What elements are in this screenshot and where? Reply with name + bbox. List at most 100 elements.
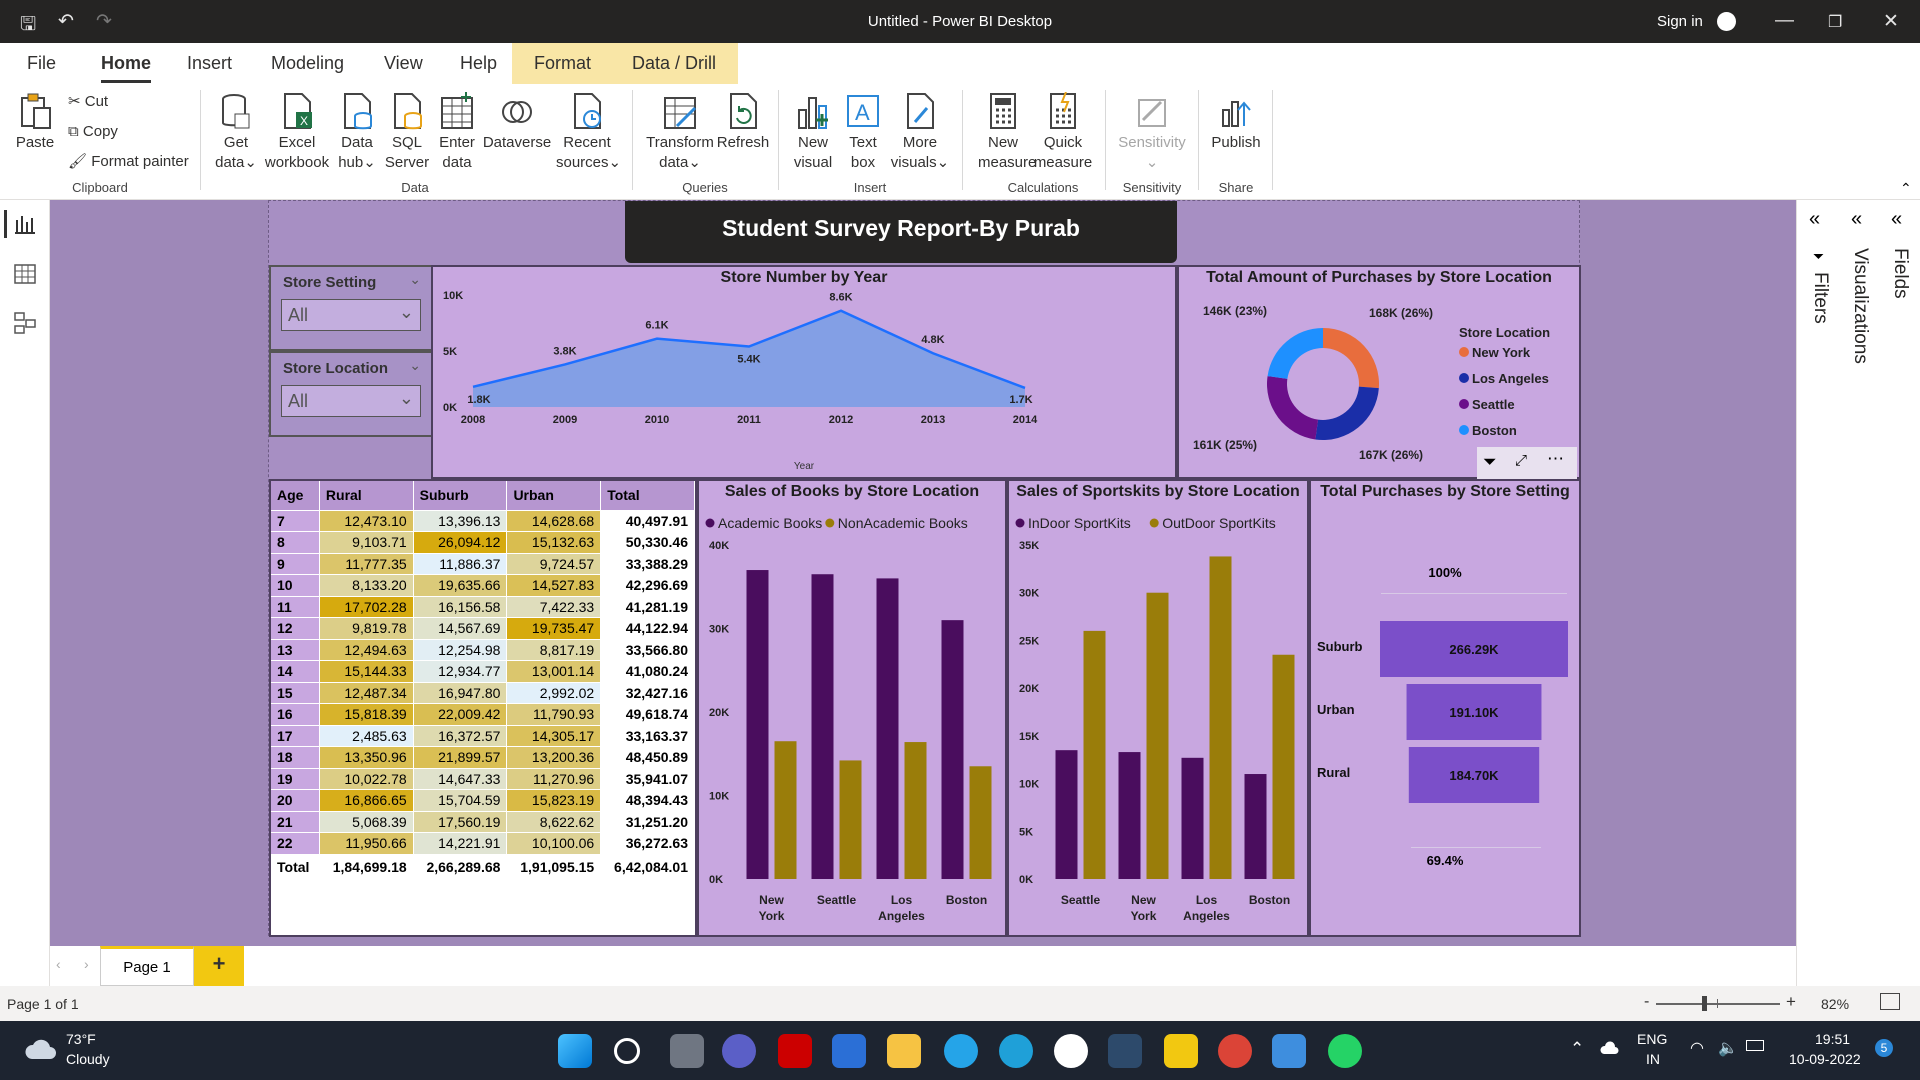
- copy-button[interactable]: ⧉ Copy: [68, 122, 118, 142]
- close-icon[interactable]: ✕: [1883, 11, 1899, 32]
- page-tab-page-1[interactable]: Page 1: [100, 946, 194, 986]
- help-icon[interactable]: [944, 1034, 978, 1068]
- column-header[interactable]: Urban: [506, 481, 602, 511]
- transform-data-button[interactable]: Transform data⌄: [640, 92, 720, 173]
- report-view-icon[interactable]: [14, 214, 36, 234]
- language[interactable]: ENG: [1637, 1031, 1668, 1047]
- column-header[interactable]: Rural: [319, 481, 414, 511]
- focus-mode-icon[interactable]: ⤢: [1515, 452, 1528, 469]
- funnel-chart-card[interactable]: Total Purchases by Store Setting 100% 26…: [1309, 479, 1581, 937]
- donut-chart-card[interactable]: Total Amount of Purchases by Store Locat…: [1177, 265, 1581, 479]
- legend-item[interactable]: Seattle: [1459, 397, 1549, 423]
- table-row[interactable]: 11 17,702.28 16,156.58 7,422.33 41,281.19: [271, 596, 695, 618]
- more-visuals-button[interactable]: More visuals⌄: [890, 92, 950, 173]
- app-icon[interactable]: [1108, 1034, 1142, 1068]
- text-box-button[interactable]: A Text box: [840, 92, 886, 173]
- visualizations-pane-tab[interactable]: Visualizations: [1850, 248, 1871, 364]
- table-row[interactable]: 13 12,494.63 12,254.98 8,817.19 33,566.80: [271, 639, 695, 661]
- expand-fields-icon[interactable]: «: [1891, 208, 1903, 230]
- expand-visualizations-icon[interactable]: «: [1851, 208, 1863, 230]
- region[interactable]: IN: [1646, 1051, 1660, 1067]
- clock-time[interactable]: 19:51: [1815, 1031, 1851, 1047]
- new-visual-button[interactable]: New visual: [790, 92, 836, 173]
- filters-pane-tab[interactable]: Filters: [1810, 272, 1831, 324]
- legend-item[interactable]: New York: [1459, 345, 1549, 371]
- tab-home[interactable]: Home: [101, 53, 152, 83]
- file-explorer-icon[interactable]: [887, 1034, 921, 1068]
- report-title[interactable]: Student Survey Report-By Purab: [625, 201, 1177, 263]
- table-row[interactable]: 9 11,777.35 11,886.37 9,724.57 33,388.29: [271, 553, 695, 575]
- collapse-ribbon-icon[interactable]: ⌃: [1900, 180, 1912, 196]
- chat-icon[interactable]: [722, 1034, 756, 1068]
- model-view-icon[interactable]: [14, 312, 36, 334]
- redo-icon[interactable]: ↷: [96, 11, 112, 32]
- paste-button[interactable]: Paste: [12, 92, 58, 153]
- mcafee-icon[interactable]: [778, 1034, 812, 1068]
- total-row[interactable]: Total 1,84,699.18 2,66,289.68 1,91,095.15 6,…: [271, 854, 695, 881]
- sportskits-chart-card[interactable]: Sales of Sportskits by Store Location In…: [1007, 479, 1309, 937]
- table-row[interactable]: 12 9,819.78 14,567.69 19,735.47 44,122.94: [271, 617, 695, 640]
- column-header[interactable]: Age: [271, 481, 320, 511]
- filter-icon[interactable]: ⏷: [1483, 452, 1497, 471]
- table-row[interactable]: 17 2,485.63 16,372.57 14,305.17 33,163.37: [271, 725, 695, 747]
- zoom-slider[interactable]: [1656, 1003, 1780, 1005]
- whatsapp-icon[interactable]: [1328, 1034, 1362, 1068]
- clock-date[interactable]: 10-09-2022: [1789, 1051, 1861, 1067]
- format-painter-button[interactable]: 🖌 Format painter: [68, 152, 189, 172]
- table-row[interactable]: 20 16,866.65 15,704.59 15,823.19 48,394.43: [271, 789, 695, 812]
- sql-server-button[interactable]: SQL Server: [384, 92, 430, 173]
- sensitivity-button[interactable]: Sensitivity ⌄: [1112, 92, 1192, 173]
- refresh-button[interactable]: Refresh: [715, 92, 771, 153]
- battery-icon[interactable]: [1746, 1040, 1764, 1051]
- area-chart-card[interactable]: Store Number by Year 10K 5K 0K 2008 1.8K 2009…: [431, 265, 1177, 479]
- publish-button[interactable]: Publish: [1206, 92, 1266, 153]
- tab-modeling[interactable]: Modeling: [271, 53, 345, 73]
- search-icon[interactable]: [614, 1038, 640, 1064]
- excel-workbook-button[interactable]: X Excel workbook: [262, 92, 332, 173]
- zoom-in-button[interactable]: +: [1786, 992, 1796, 1011]
- chevron-up-icon[interactable]: ⌃: [1570, 1039, 1585, 1058]
- expand-filters-icon[interactable]: «: [1809, 208, 1821, 230]
- get-data-button[interactable]: Get data⌄: [211, 92, 261, 173]
- quick-measure-button[interactable]: Quick measure: [1032, 92, 1094, 173]
- table-row[interactable]: 10 8,133.20 19,635.66 14,527.83 42,296.69: [271, 574, 695, 597]
- tab-help[interactable]: Help: [460, 53, 498, 73]
- table-row[interactable]: 15 12,487.34 16,947.80 2,992.02 32,427.16: [271, 682, 695, 704]
- scroll-right-icon[interactable]: ›: [84, 956, 89, 972]
- slicer-dropdown[interactable]: All ⌄: [281, 299, 421, 331]
- cloud-icon[interactable]: [1600, 1041, 1620, 1055]
- slicer-dropdown[interactable]: All ⌄: [281, 385, 421, 417]
- save-icon[interactable]: 🖫: [20, 14, 37, 35]
- store-icon[interactable]: [832, 1034, 866, 1068]
- start-icon[interactable]: [558, 1034, 592, 1068]
- cut-button[interactable]: ✂ Cut: [68, 92, 108, 112]
- notification-badge[interactable]: 5: [1875, 1039, 1893, 1057]
- tab-format[interactable]: Format: [512, 43, 614, 84]
- table-row[interactable]: 19 10,022.78 14,647.33 11,270.96 35,941.07: [271, 768, 695, 790]
- weather-temp[interactable]: 73°F: [66, 1031, 96, 1047]
- speaker-icon[interactable]: 🔈: [1718, 1040, 1738, 1057]
- table-row[interactable]: 7 12,473.10 13,396.13 14,628.68 40,497.91: [271, 510, 695, 532]
- table-row[interactable]: 22 11,950.66 14,221.91 10,100.06 36,272.63: [271, 832, 695, 855]
- table-row[interactable]: 18 13,350.96 21,899.57 13,200.36 48,450.89: [271, 746, 695, 769]
- scroll-left-icon[interactable]: ‹: [56, 956, 61, 972]
- table-row[interactable]: 8 9,103.71 26,094.12 15,132.63 50,330.46: [271, 531, 695, 554]
- column-header[interactable]: Suburb: [413, 481, 508, 511]
- new-measure-button[interactable]: New measure: [978, 92, 1036, 173]
- recent-sources-button[interactable]: Recent sources⌄: [556, 92, 621, 173]
- avatar[interactable]: [1717, 12, 1736, 31]
- chrome-icon[interactable]: [1218, 1034, 1252, 1068]
- more-options-icon[interactable]: ⋯: [1547, 449, 1564, 468]
- data-hub-button[interactable]: Data hub⌄: [334, 92, 380, 173]
- restore-icon[interactable]: ❐: [1828, 14, 1843, 31]
- legend-item[interactable]: Los Angeles: [1459, 371, 1549, 397]
- sign-in-link[interactable]: Sign in: [1657, 13, 1703, 30]
- table-row[interactable]: 14 15,144.33 12,934.77 13,001.14 41,080.24: [271, 660, 695, 683]
- weather-text[interactable]: Cloudy: [66, 1051, 110, 1067]
- edge-icon[interactable]: [999, 1034, 1033, 1068]
- tab-view[interactable]: View: [384, 53, 423, 73]
- column-header[interactable]: Total: [600, 481, 695, 511]
- books-chart-card[interactable]: Sales of Books by Store Location Academi…: [697, 479, 1007, 937]
- matrix-card[interactable]: Age Rural Suburb Urban Total 7 12,473.10 13,39…: [269, 479, 697, 937]
- table-row[interactable]: 21 5,068.39 17,560.19 8,622.62 31,251.20: [271, 811, 695, 833]
